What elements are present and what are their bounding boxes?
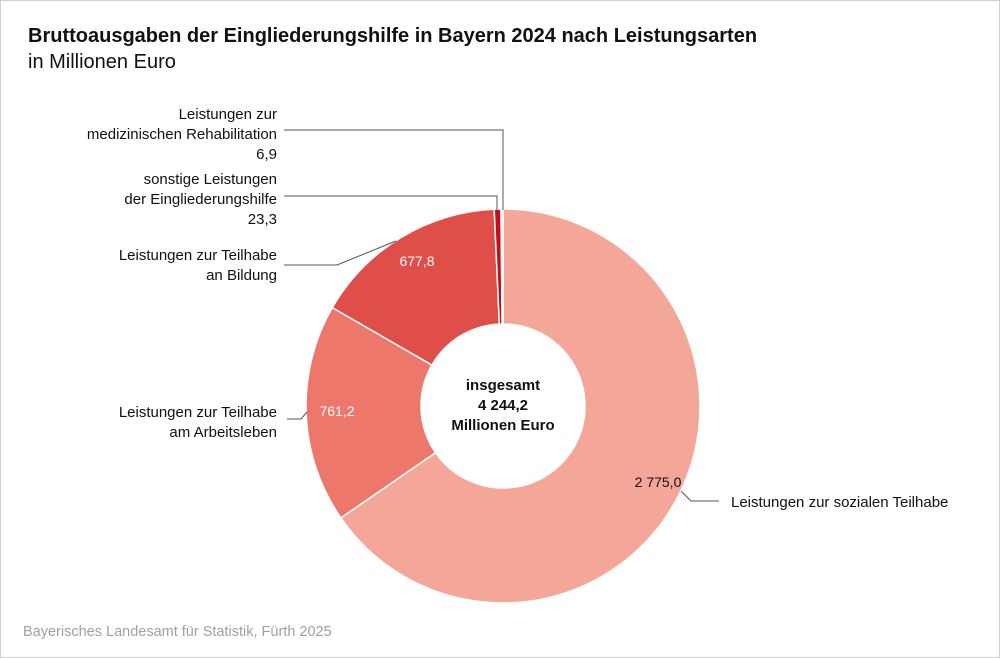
slice-4 [500,208,504,325]
value-label-2: 677,8 [399,253,434,269]
slice-0 [339,208,701,604]
value-label-1: 761,2 [319,403,354,419]
leader-line-3 [284,195,498,210]
chart-title: Bruttoausgaben der Eingliederungshilfe i… [28,25,758,47]
category-label-1: Leistungen zur Teilhabe am Arbeitsleben [119,404,277,441]
center-total-label: insgesamt 4 244,2 Millionen Euro [451,377,554,434]
slice-2 [331,208,501,367]
chart-subtitle: in Millionen Euro [28,51,176,73]
leader-line-0 [680,490,719,502]
slice-1 [305,306,437,519]
leader-line-4 [284,129,504,210]
source-note: Bayerisches Landesamt für Statistik, Für… [23,624,332,640]
category-label-2: Leistungen zur Teilhabe an Bildung [119,247,277,284]
category-label-0: Leistungen zur sozialen Teilhabe [731,494,948,511]
leader-line-1 [287,411,308,420]
category-label-4: Leistungen zur medizinischen Rehabilitati… [87,106,277,163]
category-label-3: sonstige Leistungen der Eingliederungshil… [124,171,277,228]
leader-line-2 [284,240,397,266]
value-label-0: 2 775,0 [635,474,682,490]
